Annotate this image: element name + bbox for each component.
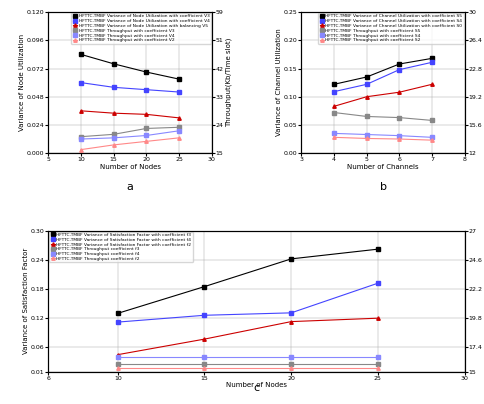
Y-axis label: Variance of Node Utilization: Variance of Node Utilization [19, 34, 25, 131]
Legend: HFTTC-TMBF Variance of Satisfaction Factor with coefficient f3, HFTTC-TMBF Varia: HFTTC-TMBF Variance of Satisfaction Fact… [49, 231, 193, 262]
X-axis label: Number of Nodes: Number of Nodes [100, 164, 161, 170]
Y-axis label: Throughput(Kb/Time slot): Throughput(Kb/Time slot) [225, 38, 232, 127]
X-axis label: Number of Nodes: Number of Nodes [226, 382, 287, 388]
Legend: HFTTC-TMBF Variance of Node Utilization with coefficient V3, HFTTC-TMBF Variance: HFTTC-TMBF Variance of Node Utilization … [72, 13, 211, 44]
Text: b: b [379, 182, 387, 192]
X-axis label: Number of Channels: Number of Channels [347, 164, 419, 170]
Text: a: a [127, 182, 134, 192]
Legend: HFTTC-TMBF Variance of Channel Utilization with coefficient S5, HFTTC-TMBF Varia: HFTTC-TMBF Variance of Channel Utilizati… [318, 13, 464, 44]
Text: c: c [254, 383, 259, 393]
Y-axis label: Variance of Channel Utilization: Variance of Channel Utilization [276, 29, 282, 137]
Y-axis label: Variance of Satisfaction Factor: Variance of Satisfaction Factor [23, 248, 29, 354]
